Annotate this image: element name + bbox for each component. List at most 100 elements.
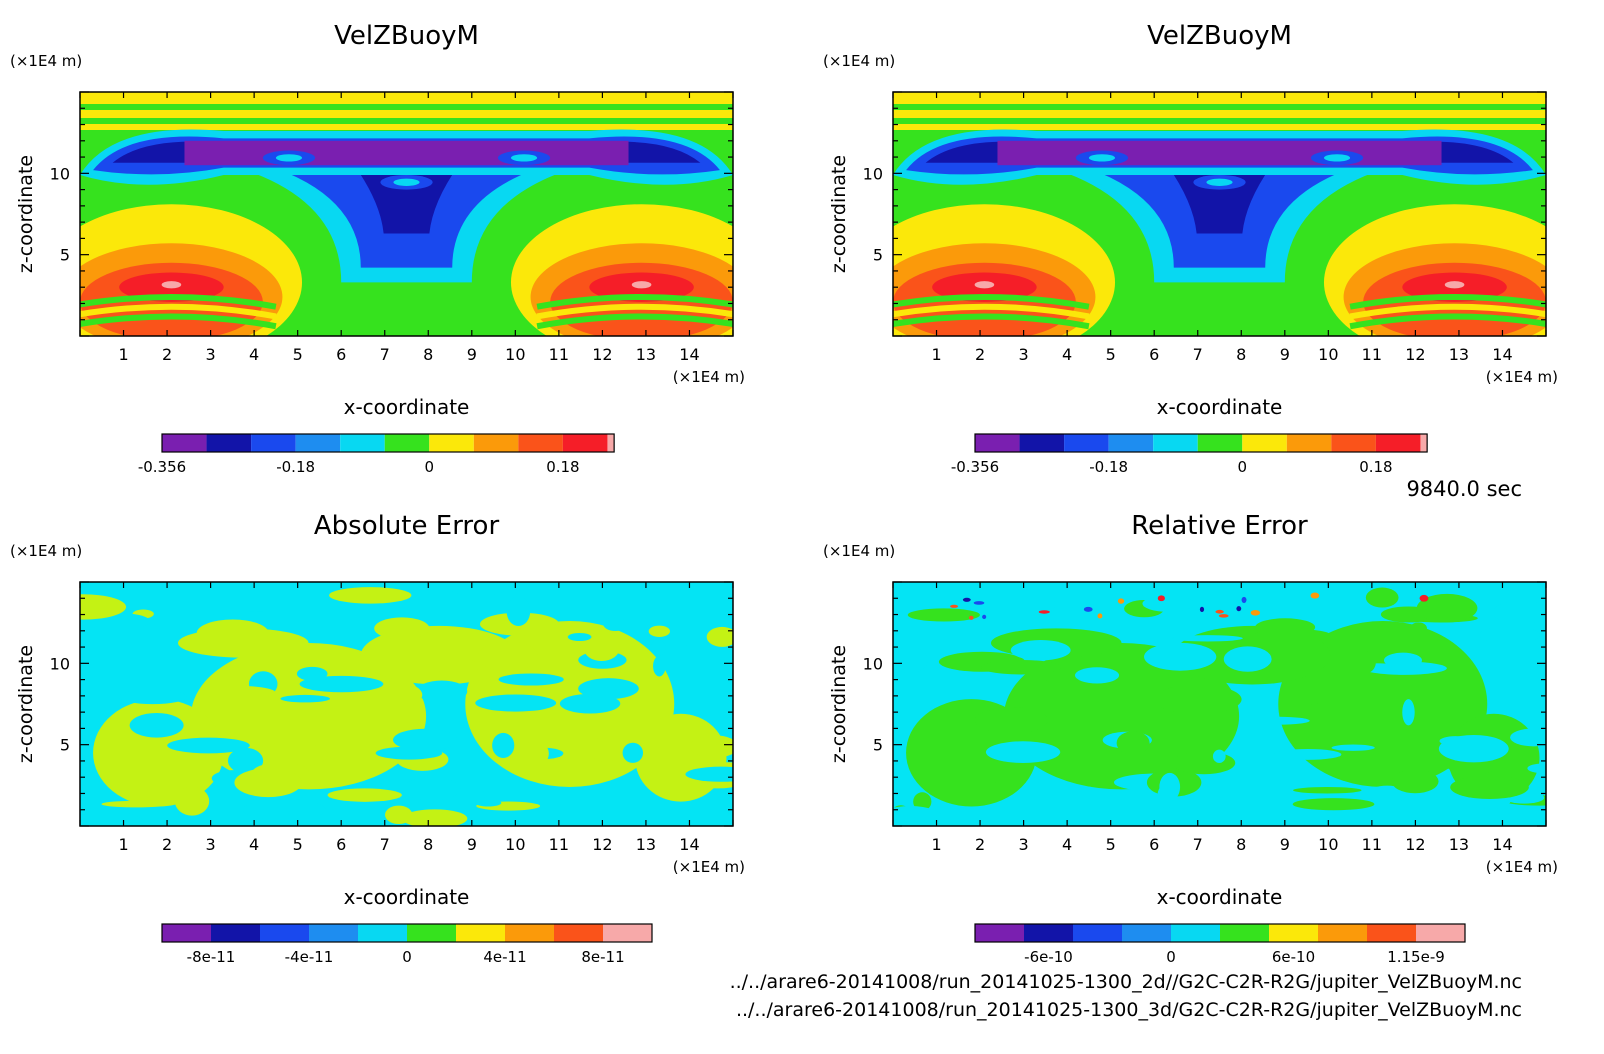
y-unit-label: (×1E4 m) [10,542,82,560]
colorbar-swatch [607,434,615,452]
colorbar-swatch [260,924,309,942]
y-tick-label: 5 [60,736,70,755]
x-tick-label: 13 [636,345,656,364]
colorbar-swatch [295,434,341,452]
heatmap-field [80,92,733,336]
y-axis-label: z-coordinate [828,645,850,763]
file-path-3d: ../../arare6-20141008/run_20141025-1300_… [736,999,1522,1021]
colorbar-swatch [1073,924,1122,942]
colorbar-swatch [1197,434,1243,452]
x-tick-label: 2 [975,835,985,854]
colorbar-swatch [1416,924,1465,942]
plot-frame [79,91,734,337]
colorbar-swatch [1420,434,1428,452]
colorbar-tick-label: -0.356 [951,458,999,476]
chart-title: Relative Error [1131,511,1308,541]
x-tick-label: 7 [1193,345,1203,364]
colorbar-tick-label: 0 [424,458,434,476]
plot-frame [892,91,1547,337]
x-tick-label: 4 [249,835,259,854]
x-axis-label: x-coordinate [344,395,470,419]
x-tick-label: 6 [336,835,346,854]
colorbar-swatch [1019,434,1065,452]
x-tick-label: 6 [336,345,346,364]
colorbar-tick-label: 0 [1237,458,1247,476]
x-tick-label: 1 [118,345,128,364]
colorbar-swatch [1286,434,1332,452]
x-tick-label: 7 [380,835,390,854]
x-tick-label: 12 [1405,345,1425,364]
x-tick-label: 14 [679,345,699,364]
colorbar-swatch [1122,924,1171,942]
x-tick-label: 3 [206,345,216,364]
x-tick-label: 9 [1280,835,1290,854]
chart-panel-2: VelZBuoyM(×1E4 m)1 2 3 4 5 6 7 8 9 10 11 12 13 14510(… [823,21,1558,476]
x-tick-label: 10 [505,345,525,364]
x-tick-label: 14 [679,835,699,854]
x-unit-label: (×1E4 m) [1486,368,1558,386]
chart-panel-1: VelZBuoyM(×1E4 m)1 2 3 4 5 6 7 8 9 10 11 12 13 14510(… [10,21,745,476]
y-tick-label: 5 [873,246,883,265]
x-tick-label: 11 [549,835,569,854]
colorbar-swatch [1108,434,1154,452]
heatmap-field [893,582,1546,826]
colorbar-swatch [340,434,385,452]
x-tick-label: 12 [592,345,612,364]
colorbar-tick-label: 4e-11 [483,948,526,966]
x-tick-label: 11 [1362,835,1382,854]
x-tick-label: 2 [162,345,172,364]
chart-title: VelZBuoyM [334,21,479,51]
y-tick-label: 10 [863,164,883,183]
x-tick-label: 4 [1062,345,1072,364]
x-tick-label: 8 [1236,835,1246,854]
colorbar-frame [974,923,1466,943]
colorbar-swatch [1024,924,1073,942]
x-tick-label: 8 [423,835,433,854]
file-path-2d: ../../arare6-20141008/run_20141025-1300_… [730,971,1522,993]
colorbar-tick-label: -0.356 [138,458,186,476]
colorbar-tick-label: 0 [402,948,412,966]
y-unit-label: (×1E4 m) [823,542,895,560]
x-unit-label: (×1E4 m) [673,858,745,876]
x-axis-label: x-coordinate [1157,395,1283,419]
y-tick-label: 10 [863,654,883,673]
x-tick-label: 11 [1362,345,1382,364]
colorbar-frame [974,433,1428,453]
x-tick-label: 14 [1492,345,1512,364]
x-tick-label: 8 [1236,345,1246,364]
x-tick-label: 6 [1149,345,1159,364]
colorbar-swatch [162,924,211,942]
colorbar-swatch [1153,434,1198,452]
plot-frame [892,581,1547,827]
y-axis-label: z-coordinate [15,645,37,763]
x-tick-label: 4 [1062,835,1072,854]
colorbar-swatch [554,924,603,942]
colorbar-swatch [1367,924,1416,942]
colorbar-tick-label: 1.15e-9 [1387,948,1445,966]
y-axis-label: z-coordinate [15,155,37,273]
x-tick-label: 1 [931,345,941,364]
colorbar-swatch [407,924,456,942]
chart-title: VelZBuoyM [1147,21,1292,51]
colorbar-swatch [456,924,505,942]
chart-title: Absolute Error [314,511,500,541]
x-tick-label: 1 [931,835,941,854]
colorbar-swatch [1171,924,1220,942]
x-tick-label: 8 [423,345,433,364]
x-axis-label: x-coordinate [344,885,470,909]
x-tick-label: 13 [636,835,656,854]
x-tick-label: 5 [1106,345,1116,364]
x-unit-label: (×1E4 m) [1486,858,1558,876]
x-tick-label: 10 [1318,835,1338,854]
colorbar-tick-label: -0.18 [276,458,315,476]
colorbar-tick-label: -6e-10 [1024,948,1073,966]
colorbar-tick-label: -4e-11 [285,948,334,966]
colorbar-tick-label: 0.18 [1359,458,1392,476]
colorbar-swatch [975,924,1024,942]
colorbar-swatch [1269,924,1318,942]
colorbar-tick-label: 0 [1166,948,1176,966]
colorbar-tick-label: 6e-10 [1272,948,1315,966]
x-tick-label: 10 [1318,345,1338,364]
y-axis-label: z-coordinate [828,155,850,273]
